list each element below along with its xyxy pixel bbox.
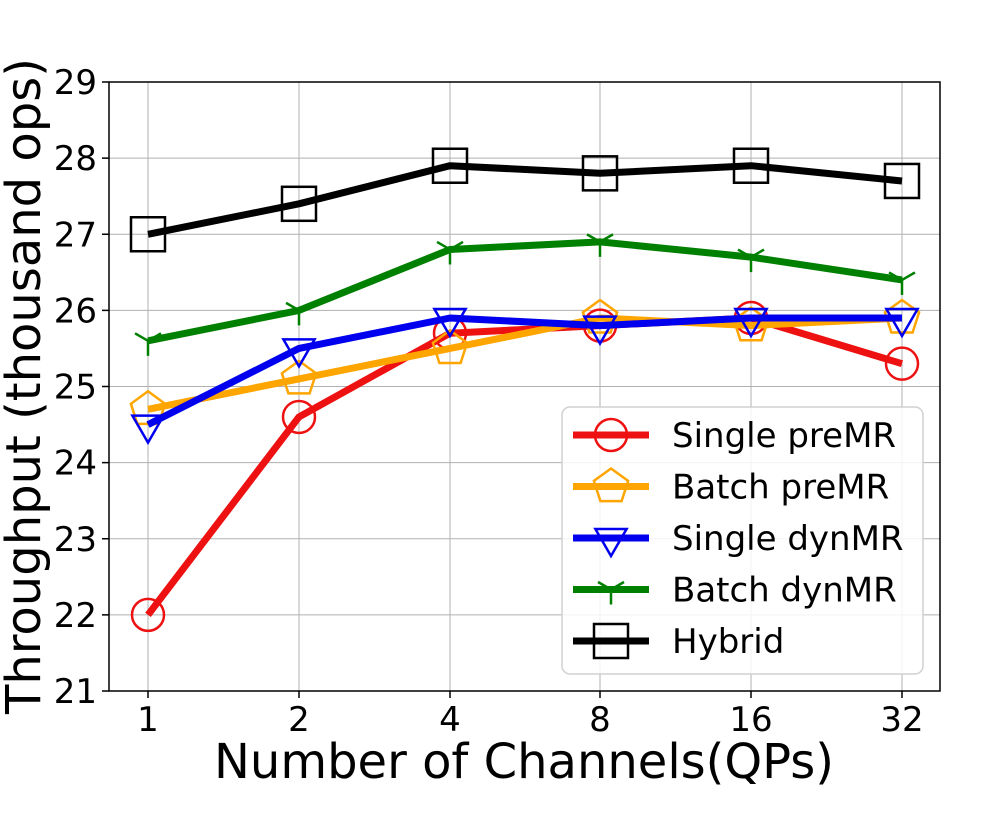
circle-marker (130, 597, 166, 633)
x-tick-label: 1 (137, 700, 159, 740)
y-tick-label: 26 (54, 291, 97, 331)
series-line-hybrid (147, 162, 903, 238)
x-tick-label: 8 (589, 700, 611, 740)
series-batch-dynmr (134, 233, 916, 356)
y-tick-label: 23 (54, 520, 97, 560)
tri-marker (888, 271, 916, 295)
pentagon-marker (581, 298, 619, 334)
tri-marker-arm (134, 332, 149, 342)
series-line-batch-dynmr (147, 238, 903, 345)
tri-marker-arm (147, 332, 162, 342)
tri-marker-arm (750, 248, 765, 259)
x-axis-label: Number of Channels(QPs) (214, 734, 834, 790)
pentagon-marker (431, 328, 469, 365)
triangle-marker (130, 414, 166, 446)
triangle-marker (281, 338, 317, 369)
tri-marker-arm (597, 580, 612, 591)
triangle-marker (582, 315, 618, 347)
tri-marker-arm (436, 240, 451, 251)
tri-marker-arm (586, 233, 601, 243)
triangle-marker (432, 307, 468, 339)
series-single-dynmr (130, 307, 920, 446)
y-tick-label: 22 (54, 596, 97, 636)
legend-item-hybrid: Hybrid (573, 622, 784, 662)
tri-marker-arm (610, 580, 625, 591)
square-marker (431, 147, 469, 184)
legend-item-batch-premr: Batch preMR (573, 466, 889, 508)
square-marker (129, 216, 167, 253)
tri-marker-arm (599, 233, 614, 243)
series-line-batch-premr (147, 314, 903, 413)
square-marker (581, 155, 619, 192)
legend-item-batch-dynmr: Batch dynMR (573, 571, 897, 611)
tri-marker (285, 301, 313, 326)
y-axis-label: Throughput (thousand ops) (0, 58, 52, 715)
legend-item-single-dynmr: Single dynMR (573, 519, 904, 559)
triangle-marker (733, 307, 769, 339)
tri-marker (436, 240, 464, 265)
legend-label: Batch preMR (672, 468, 889, 508)
series-line-single-dynmr (146, 314, 902, 428)
series-hybrid (129, 147, 921, 253)
x-tick-label: 2 (288, 700, 310, 740)
x-tick-label: 16 (729, 700, 772, 740)
pentagon-marker (592, 466, 630, 503)
square-marker (883, 162, 921, 200)
square-marker (280, 185, 318, 223)
tri-marker-arm (901, 271, 916, 282)
square-marker (592, 622, 630, 660)
circle-marker (593, 417, 629, 453)
tri-marker-arm (888, 271, 903, 282)
legend-label: Batch dynMR (672, 571, 897, 611)
legend-label: Single preMR (672, 416, 896, 456)
tri-marker (737, 248, 765, 273)
pentagon-marker (280, 359, 318, 395)
y-tick-label: 21 (54, 672, 97, 712)
triangle-marker (593, 527, 629, 559)
legend: Single preMR Batch preMR Single dynMR Batch… (561, 406, 924, 675)
tri-marker (134, 332, 162, 356)
legend-label: Single dynMR (672, 519, 904, 559)
y-tick-label: 29 (54, 63, 97, 103)
circle-marker (281, 399, 317, 435)
y-tick-label: 28 (54, 139, 97, 179)
y-tick-label: 24 (54, 444, 97, 484)
tri-marker-arm (737, 248, 752, 259)
legend-item-single-premr: Single preMR (573, 416, 896, 456)
tri-marker-arm (298, 301, 313, 312)
y-tick-label: 27 (54, 215, 97, 255)
x-tick-label: 4 (439, 700, 461, 740)
legend-box (561, 406, 924, 675)
tri-marker (597, 580, 625, 605)
series-layer (129, 147, 921, 633)
tri-marker-arm (449, 240, 464, 251)
tri-marker (586, 233, 614, 257)
triangle-marker (884, 307, 920, 339)
y-tick-label: 25 (54, 368, 97, 408)
legend-label: Hybrid (672, 622, 784, 662)
square-marker (732, 147, 770, 184)
circle-marker (884, 346, 920, 381)
x-tick-label: 32 (880, 700, 923, 740)
tri-marker-arm (285, 301, 300, 312)
